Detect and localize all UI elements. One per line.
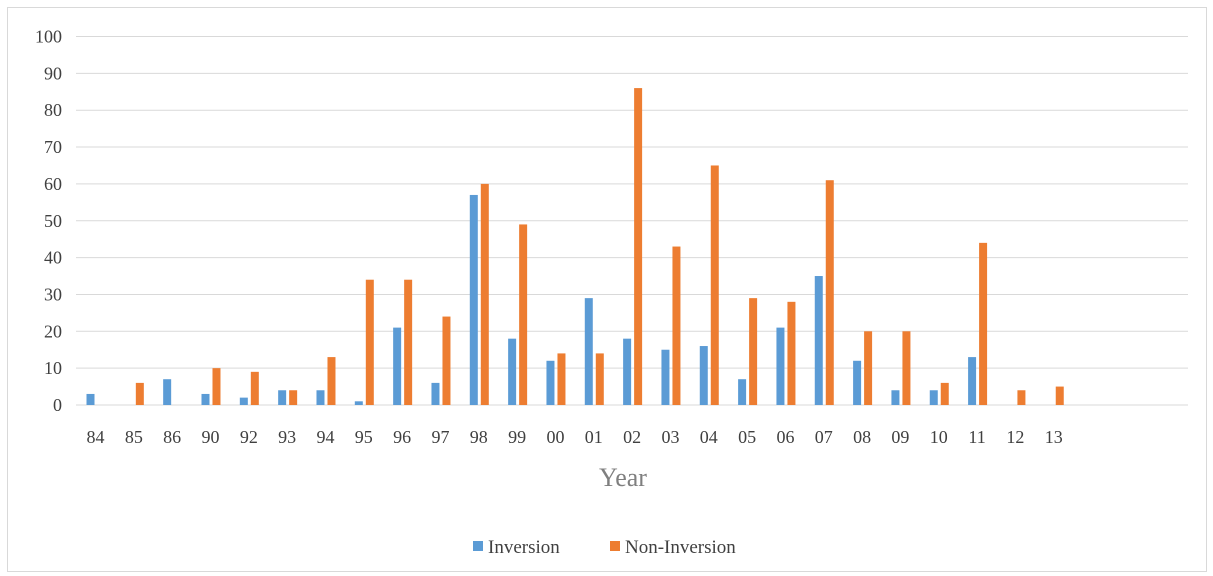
x-tick-label: 85 — [125, 427, 143, 447]
y-tick-label: 30 — [44, 284, 62, 304]
bar-non-inversion — [442, 316, 451, 405]
x-tick-label: 96 — [393, 427, 411, 447]
bar-non-inversion — [365, 279, 374, 405]
bar-inversion — [661, 349, 670, 405]
bar-non-inversion — [940, 382, 949, 405]
x-tick-label: 92 — [240, 427, 258, 447]
legend: Inversion Non-Inversion — [473, 537, 736, 558]
bar-non-inversion — [404, 279, 413, 405]
bar-non-inversion — [787, 301, 796, 405]
bar-non-inversion — [1055, 386, 1064, 405]
x-tick-label: 09 — [891, 427, 909, 447]
bar-inversion — [891, 390, 900, 405]
x-tick-label: 95 — [355, 427, 373, 447]
bar-non-inversion — [710, 165, 719, 405]
y-tick-label: 20 — [44, 321, 62, 341]
y-tick-label: 10 — [44, 358, 62, 378]
x-tick-label: 11 — [968, 427, 985, 447]
x-tick-label: 07 — [815, 427, 833, 447]
bar-inversion — [508, 338, 517, 405]
bar-non-inversion — [135, 382, 144, 405]
x-tick-label: 97 — [431, 427, 449, 447]
x-tick-label: 02 — [623, 427, 641, 447]
y-tick-label: 90 — [44, 63, 62, 83]
y-tick-label: 100 — [35, 27, 62, 47]
x-tick-label: 93 — [278, 427, 296, 447]
bar-non-inversion — [212, 368, 221, 405]
bar-inversion — [968, 357, 977, 405]
x-tick-label: 99 — [508, 427, 526, 447]
bar-inversion — [201, 393, 210, 405]
bar-inversion — [393, 327, 402, 405]
bar-non-inversion — [289, 390, 298, 405]
bar-non-inversion — [557, 353, 566, 405]
y-tick-label: 40 — [44, 248, 62, 268]
bar-inversion — [776, 327, 785, 405]
bar-non-inversion — [1017, 390, 1026, 405]
x-tick-label: 94 — [316, 427, 334, 447]
x-tick-label: 03 — [661, 427, 679, 447]
bar-inversion — [278, 390, 287, 405]
bar-non-inversion — [979, 242, 988, 405]
bar-non-inversion — [749, 298, 758, 405]
bar-non-inversion — [327, 357, 336, 405]
x-tick-label: 08 — [853, 427, 871, 447]
bar-inversion — [814, 276, 823, 405]
x-tick-label: 00 — [546, 427, 564, 447]
x-tick-label: 86 — [163, 427, 181, 447]
x-tick-label: 01 — [585, 427, 603, 447]
bar-inversion — [163, 379, 172, 405]
bar-non-inversion — [864, 331, 873, 405]
legend-label: Non-Inversion — [625, 537, 736, 558]
x-tick-label: 10 — [930, 427, 948, 447]
bars — [86, 88, 1064, 405]
x-tick-label: 13 — [1045, 427, 1063, 447]
bar-inversion — [546, 360, 555, 405]
y-axis-ticks: 0 10 20 30 40 50 60 70 80 90 100 — [35, 27, 62, 416]
y-tick-label: 70 — [44, 137, 62, 157]
x-tick-label: 98 — [470, 427, 488, 447]
x-axis-ticks: 84 85 86 90 92 93 94 95 96 97 98 99 00 01 02 03 04 05 06 07… — [87, 427, 1063, 447]
bar-inversion — [431, 382, 440, 405]
bar-non-inversion — [595, 353, 604, 405]
bar-inversion — [738, 379, 747, 405]
x-tick-label: 84 — [87, 427, 105, 447]
x-tick-label: 04 — [700, 427, 718, 447]
bar-inversion — [316, 390, 325, 405]
bar-non-inversion — [634, 88, 643, 405]
bar-non-inversion — [519, 224, 528, 405]
legend-swatch — [610, 541, 620, 551]
bar-non-inversion — [250, 371, 259, 405]
bar-inversion — [354, 401, 363, 405]
legend-label: Inversion — [488, 537, 560, 558]
bar-inversion — [239, 397, 248, 405]
x-axis-title: Year — [599, 463, 647, 492]
legend-swatch — [473, 541, 483, 551]
chart-frame — [7, 7, 1207, 572]
bar-inversion — [86, 393, 95, 405]
bar-inversion — [699, 346, 708, 405]
bar-inversion — [929, 390, 938, 405]
y-tick-label: 50 — [44, 211, 62, 231]
bar-non-inversion — [902, 331, 911, 405]
y-tick-label: 0 — [53, 395, 62, 415]
bar-non-inversion — [825, 180, 834, 405]
bar-inversion — [853, 360, 862, 405]
bar-inversion — [584, 298, 593, 405]
bar-non-inversion — [480, 183, 489, 405]
y-tick-label: 60 — [44, 174, 62, 194]
bar-inversion — [623, 338, 632, 405]
x-tick-label: 05 — [738, 427, 756, 447]
x-tick-label: 06 — [776, 427, 794, 447]
bar-non-inversion — [672, 246, 681, 405]
y-tick-label: 80 — [44, 100, 62, 120]
x-tick-label: 12 — [1006, 427, 1024, 447]
x-tick-label: 90 — [201, 427, 219, 447]
gridlines — [76, 36, 1188, 406]
bar-inversion — [469, 194, 478, 405]
